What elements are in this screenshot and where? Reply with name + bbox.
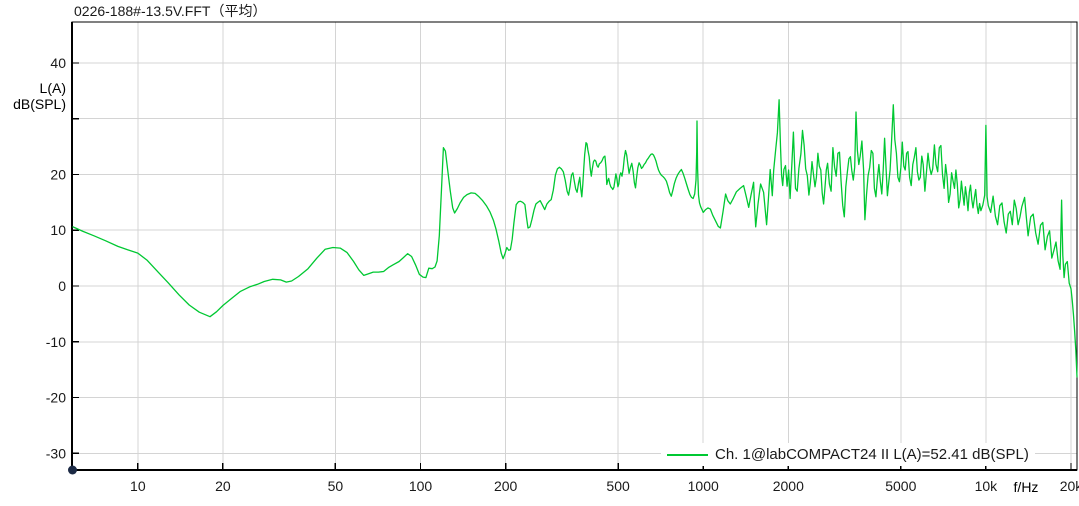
svg-text:10: 10 — [130, 478, 146, 494]
svg-text:40: 40 — [50, 55, 66, 71]
svg-text:1000: 1000 — [688, 478, 719, 494]
svg-text:5000: 5000 — [885, 478, 916, 494]
chart-title: 0226-188#-13.5V.FFT（平均） — [74, 3, 267, 19]
svg-text:20k: 20k — [1060, 478, 1079, 494]
y-tick-labels: 40 20 10 0 -10 -20 -30 — [46, 55, 66, 461]
legend: Ch. 1@labCOMPACT24 II L(A)=52.41 dB(SPL) — [661, 443, 1035, 466]
y-axis-unit-label: L(A) dB(SPL) — [0, 80, 66, 112]
svg-text:50: 50 — [328, 478, 344, 494]
svg-text:20: 20 — [50, 166, 66, 182]
svg-text:10: 10 — [50, 222, 66, 238]
svg-text:20: 20 — [215, 478, 231, 494]
plot-frame — [71, 21, 1078, 471]
svg-text:10k: 10k — [975, 478, 999, 494]
svg-text:-20: -20 — [46, 390, 66, 406]
svg-text:0: 0 — [58, 278, 66, 294]
y-axis-unit-line2: dB(SPL) — [13, 96, 66, 112]
svg-text:100: 100 — [409, 478, 433, 494]
x-tick-labels: 10 20 50 100 200 500 1000 2000 5000 10k 20k — [130, 478, 1079, 494]
axis-ticks — [72, 62, 1072, 470]
svg-text:500: 500 — [606, 478, 630, 494]
y-axis-unit-line1: L(A) — [39, 80, 66, 96]
svg-text:200: 200 — [494, 478, 518, 494]
x-axis-unit-label: f/Hz — [1013, 479, 1039, 495]
svg-text:2000: 2000 — [773, 478, 804, 494]
svg-text:-30: -30 — [46, 445, 66, 461]
legend-line-swatch — [667, 453, 708, 456]
gridlines — [72, 22, 1077, 470]
legend-label: Ch. 1@labCOMPACT24 II L(A)=52.41 dB(SPL) — [715, 446, 1029, 463]
svg-text:-10: -10 — [46, 334, 66, 350]
fft-trace — [72, 99, 1078, 378]
origin-marker-dot[interactable] — [68, 465, 77, 475]
